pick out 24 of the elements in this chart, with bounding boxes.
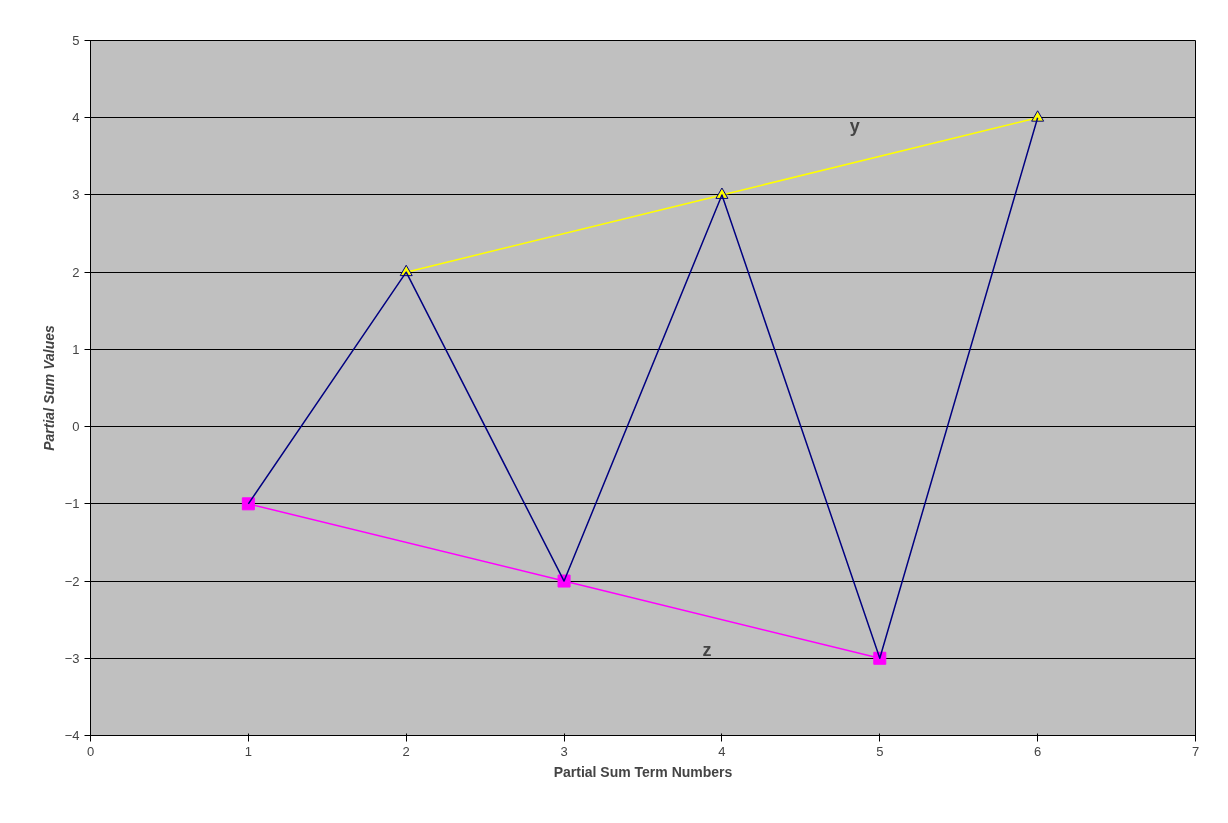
x-tick-label: 4	[718, 743, 726, 759]
x-tick-label: 6	[1034, 743, 1042, 759]
y-tick-label: 3	[72, 187, 80, 203]
x-tick-label: 5	[876, 743, 884, 759]
y-axis-title: Partial Sum Values	[40, 325, 57, 451]
series-label: y	[849, 116, 860, 137]
x-tick-label: 0	[86, 743, 95, 759]
point	[241, 497, 255, 511]
y-tick-label: −2	[64, 573, 80, 589]
x-tick-label: 2	[402, 743, 410, 759]
x-tick-label: 1	[244, 743, 252, 759]
y-tick-label: −1	[64, 496, 80, 512]
x-tick-label: 7	[1191, 743, 1200, 759]
x-axis-title: Partial Sum Term Numbers	[553, 763, 733, 780]
y-tick-label: −4	[64, 728, 80, 743]
x-tick-label: 3	[560, 743, 568, 759]
y-tick-label: 4	[72, 110, 80, 126]
y-tick-label: −3	[64, 650, 80, 666]
series-label: z	[702, 639, 712, 660]
y-tick-label: 0	[72, 419, 80, 435]
y-tick-label: 5	[72, 33, 80, 48]
y-tick-label: 1	[72, 341, 80, 357]
y-tick-label: 2	[72, 264, 80, 280]
point	[1031, 110, 1045, 122]
